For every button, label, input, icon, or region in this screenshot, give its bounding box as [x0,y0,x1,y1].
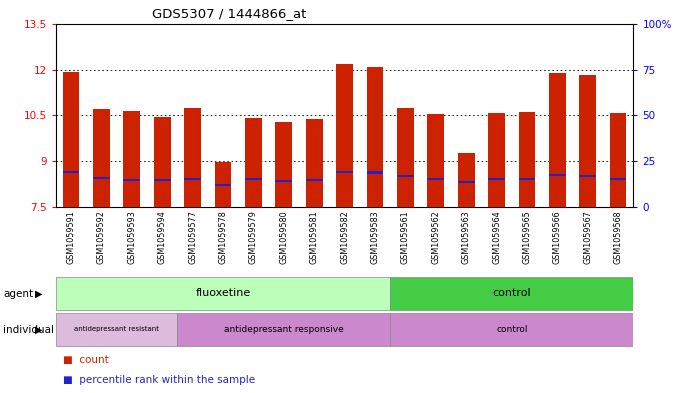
Text: GSM1059563: GSM1059563 [462,210,471,264]
Text: GSM1059566: GSM1059566 [553,210,562,264]
Text: fluoxetine: fluoxetine [195,288,251,298]
Bar [366,171,383,174]
Bar [154,179,170,181]
Bar [580,75,596,207]
Bar [275,122,292,207]
Text: GDS5307 / 1444866_at: GDS5307 / 1444866_at [152,7,306,20]
Text: antidepressant resistant: antidepressant resistant [74,326,159,332]
Bar [63,72,80,207]
Bar [549,73,566,207]
Bar [580,174,596,177]
Text: GSM1059567: GSM1059567 [583,210,592,264]
Text: individual: individual [3,325,54,335]
Bar [245,178,262,180]
Bar [185,108,201,207]
Text: GSM1059593: GSM1059593 [127,210,136,264]
Bar [549,174,566,176]
Bar [390,277,633,310]
Bar [123,179,140,181]
Bar [366,66,383,207]
Bar [519,112,535,207]
Bar [519,178,535,180]
Bar [178,314,390,346]
Text: ▶: ▶ [35,325,43,335]
Bar [63,171,80,173]
Bar [390,314,633,346]
Bar [185,178,201,180]
Text: GSM1059582: GSM1059582 [340,210,349,264]
Bar [609,113,627,207]
Bar [306,179,323,181]
Bar [215,162,232,207]
Text: control: control [496,325,528,334]
Text: GSM1059561: GSM1059561 [401,210,410,264]
Bar [245,118,262,207]
Text: antidepressant responsive: antidepressant responsive [224,325,344,334]
Bar [56,277,390,310]
Text: GSM1059568: GSM1059568 [614,210,622,264]
Bar [428,178,444,180]
Text: ■  percentile rank within the sample: ■ percentile rank within the sample [63,375,255,386]
Text: GSM1059565: GSM1059565 [522,210,531,264]
Bar [458,181,475,183]
Text: GSM1059581: GSM1059581 [310,210,319,264]
Text: GSM1059579: GSM1059579 [249,210,258,264]
Text: GSM1059594: GSM1059594 [158,210,167,264]
Bar [275,180,292,182]
Text: ▶: ▶ [35,288,43,299]
Bar [93,109,110,207]
Bar [397,175,414,177]
Bar [488,178,505,180]
Text: GSM1059583: GSM1059583 [370,210,379,264]
Bar [123,111,140,207]
Bar [336,171,353,173]
Text: GSM1059577: GSM1059577 [188,210,197,264]
Bar [93,176,110,179]
Bar [336,64,353,207]
Text: GSM1059562: GSM1059562 [431,210,441,264]
Text: GSM1059564: GSM1059564 [492,210,501,264]
Text: agent: agent [3,288,33,299]
Bar [397,108,414,207]
Bar [488,113,505,207]
Text: GSM1059580: GSM1059580 [279,210,288,264]
Bar [56,314,178,346]
Text: GSM1059578: GSM1059578 [219,210,227,264]
Bar [609,178,627,180]
Bar [154,117,170,207]
Bar [458,153,475,207]
Text: GSM1059592: GSM1059592 [97,210,106,264]
Bar [215,184,232,186]
Text: control: control [492,288,531,298]
Bar [428,114,444,207]
Text: GSM1059591: GSM1059591 [67,210,76,264]
Bar [306,119,323,207]
Text: ■  count: ■ count [63,355,108,365]
